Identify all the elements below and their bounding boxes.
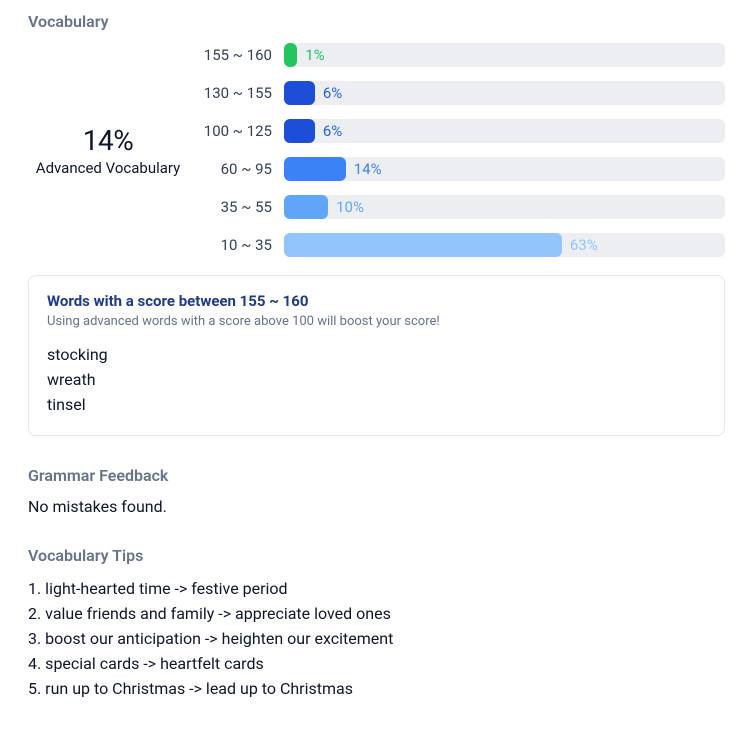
tip-item: 4. special cards -> heartfelt cards <box>28 652 731 677</box>
words-card-subtitle: Using advanced words with a score above … <box>47 314 706 329</box>
advanced-vocab-label: Advanced Vocabulary <box>28 159 188 177</box>
grammar-block: Grammar Feedback No mistakes found. <box>28 466 731 516</box>
advanced-vocab-pct: 14% <box>28 124 188 157</box>
vocab-bar-row: 35 ~ 55 10% <box>200 195 725 219</box>
vocabulary-block: 14% Advanced Vocabulary 155 ~ 160 1% 130 ~… <box>28 43 731 257</box>
vocab-bars: 155 ~ 160 1% 130 ~ 155 6% 100 ~ 125 6% 60 ~ 95… <box>200 43 725 257</box>
tips-block: Vocabulary Tips 1. light-hearted time ->… <box>28 546 731 701</box>
tip-item: 2. value friends and family -> appreciat… <box>28 602 731 627</box>
tips-section-title: Vocabulary Tips <box>28 546 731 565</box>
vocab-bar-range: 35 ~ 55 <box>200 198 272 216</box>
vocab-bar-pct: 63% <box>570 236 598 254</box>
grammar-message: No mistakes found. <box>28 497 731 516</box>
vocab-bar-range: 100 ~ 125 <box>200 122 272 140</box>
vocab-bar-fill <box>284 81 315 105</box>
advanced-vocab-summary: 14% Advanced Vocabulary <box>28 124 188 177</box>
vocab-bar-range: 10 ~ 35 <box>200 236 272 254</box>
word-item: wreath <box>47 368 706 393</box>
vocab-bar-pct: 10% <box>336 198 364 216</box>
vocab-bar-fill <box>284 233 562 257</box>
word-item: tinsel <box>47 393 706 418</box>
word-item: stocking <box>47 343 706 368</box>
vocab-bar-range: 155 ~ 160 <box>200 46 272 64</box>
vocab-bar-pct: 1% <box>305 46 324 64</box>
tip-item: 3. boost our anticipation -> heighten ou… <box>28 627 731 652</box>
vocab-bar-fill <box>284 43 297 67</box>
vocab-bar-pct: 6% <box>323 84 342 102</box>
vocab-bar-fill <box>284 195 328 219</box>
vocab-bar-track: 1% <box>284 43 725 67</box>
grammar-section-title: Grammar Feedback <box>28 466 731 485</box>
vocab-bar-pct: 6% <box>323 122 342 140</box>
vocab-bar-track: 6% <box>284 119 725 143</box>
words-list: stockingwreathtinsel <box>47 343 706 417</box>
vocab-bar-row: 155 ~ 160 1% <box>200 43 725 67</box>
vocab-bar-row: 130 ~ 155 6% <box>200 81 725 105</box>
vocabulary-section-title: Vocabulary <box>28 12 731 31</box>
vocab-bar-track: 6% <box>284 81 725 105</box>
vocab-bar-range: 60 ~ 95 <box>200 160 272 178</box>
words-card-title: Words with a score between 155 ~ 160 <box>47 292 706 310</box>
vocab-bar-range: 130 ~ 155 <box>200 84 272 102</box>
vocab-bar-track: 10% <box>284 195 725 219</box>
vocab-bar-row: 10 ~ 35 63% <box>200 233 725 257</box>
vocab-bar-fill <box>284 119 315 143</box>
words-card: Words with a score between 155 ~ 160 Usi… <box>28 275 725 436</box>
vocab-bar-track: 14% <box>284 157 725 181</box>
vocab-bar-pct: 14% <box>354 160 382 178</box>
vocab-bar-fill <box>284 157 346 181</box>
tip-item: 1. light-hearted time -> festive period <box>28 577 731 602</box>
vocab-bar-row: 60 ~ 95 14% <box>200 157 725 181</box>
tips-list: 1. light-hearted time -> festive period2… <box>28 577 731 701</box>
vocab-bar-track: 63% <box>284 233 725 257</box>
tip-item: 5. run up to Christmas -> lead up to Chr… <box>28 677 731 702</box>
vocab-bar-row: 100 ~ 125 6% <box>200 119 725 143</box>
